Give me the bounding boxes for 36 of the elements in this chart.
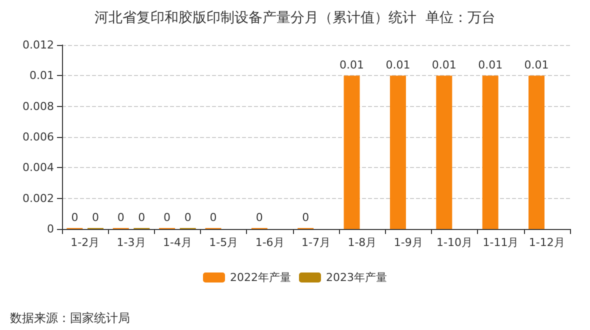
x-tick-label: 1-10月 <box>436 236 473 249</box>
y-tick-label: 0 <box>47 222 54 236</box>
data-label: 0 <box>92 211 99 224</box>
x-tick-label: 1-4月 <box>162 236 192 249</box>
y-tick-label: 0.004 <box>22 161 54 174</box>
data-label: 0.01 <box>478 58 503 72</box>
y-tick-label: 0.012 <box>22 38 54 52</box>
data-label: 0.01 <box>524 58 549 72</box>
data-label: 0.01 <box>340 58 364 72</box>
data-label: 0.01 <box>432 58 456 72</box>
x-tick-label: 1-12月 <box>528 236 565 249</box>
x-tick-label: 1-3月 <box>116 236 146 249</box>
x-tick-label: 1-9月 <box>394 236 423 249</box>
data-label: 0 <box>138 211 146 224</box>
y-tick-label: 0.006 <box>22 130 54 144</box>
data-label: 0 <box>71 211 78 224</box>
chart-title: 河北省复印和胶版印制设备产量分月（累计值）统计 单位：万台 <box>94 10 496 26</box>
data-label: 0 <box>302 211 310 224</box>
y-tick-label: 0.002 <box>22 192 54 205</box>
x-tick-label: 1-2月 <box>70 236 100 249</box>
legend-label: 2022年产量 <box>230 271 292 284</box>
data-label: 0.01 <box>386 58 410 72</box>
data-label: 0 <box>164 211 171 224</box>
y-tick-label: 0.008 <box>22 100 54 113</box>
legend-label: 2023年产量 <box>326 271 387 284</box>
x-tick-label: 1-7月 <box>302 236 330 249</box>
x-tick-label: 1-5月 <box>209 236 238 249</box>
source-note: 数据来源：国家统计局 <box>10 311 130 325</box>
data-label: 0 <box>117 211 124 224</box>
x-tick-label: 1-6月 <box>255 236 284 249</box>
data-label: 0 <box>256 211 263 224</box>
x-tick-label: 1-11月 <box>482 236 519 249</box>
x-tick-label: 1-8月 <box>348 236 377 249</box>
y-tick-label: 0.01 <box>30 69 54 82</box>
data-label: 0 <box>210 211 217 224</box>
data-label: 0 <box>184 211 192 224</box>
